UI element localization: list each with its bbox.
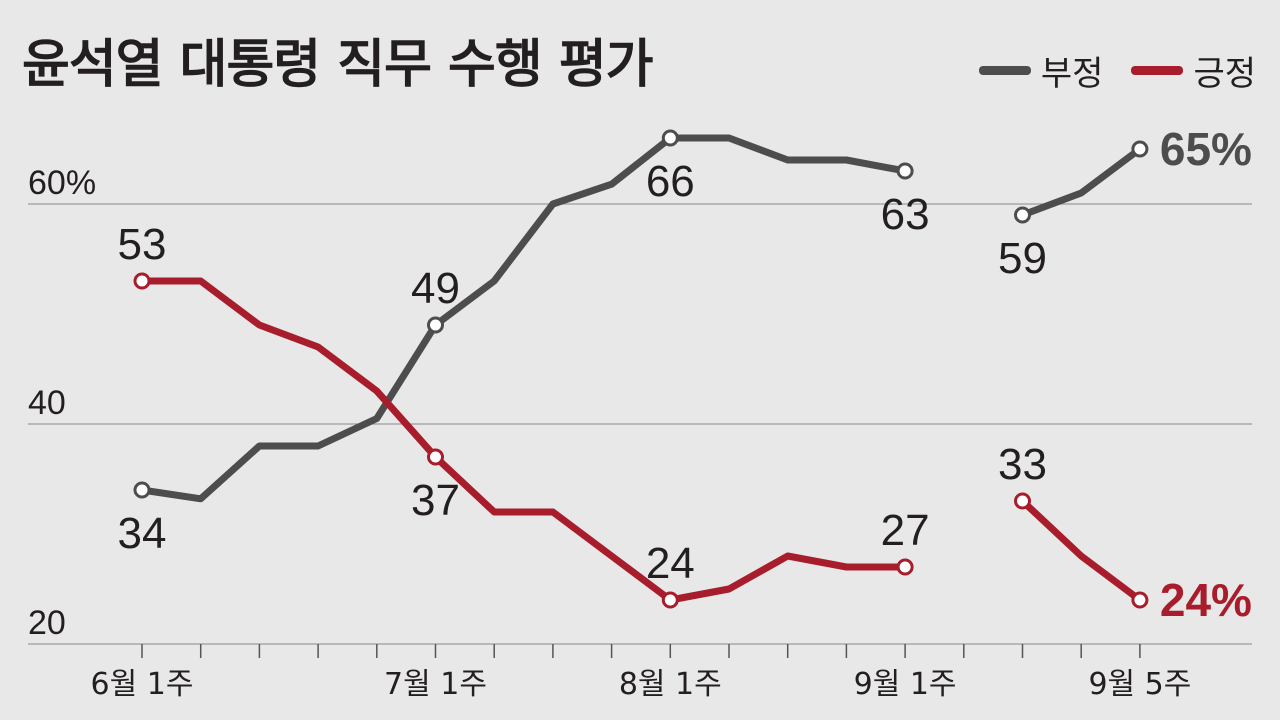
data-point-negative — [427, 316, 444, 334]
data-label-negative: 49 — [411, 264, 460, 313]
y-tick-label: 40 — [28, 384, 66, 422]
data-point-negative — [1131, 140, 1149, 158]
x-tick-label: 6월 1주 — [91, 667, 194, 702]
legend-swatch-positive — [1131, 66, 1184, 75]
data-point-positive — [427, 448, 444, 466]
data-label-positive: 24% — [1160, 574, 1252, 626]
legend-item-positive: 긍정 — [1131, 46, 1256, 95]
series-line-positive — [1019, 497, 1144, 604]
data-label-positive: 37 — [411, 476, 460, 525]
y-tick-label: 20 — [28, 604, 66, 642]
data-label-negative: 63 — [881, 190, 930, 239]
data-point-positive — [661, 591, 679, 609]
data-label-positive: 33 — [998, 440, 1047, 489]
x-tick-label: 8월 1주 — [619, 667, 722, 702]
series-line-negative — [138, 134, 909, 503]
x-tick-label: 7월 1주 — [384, 667, 487, 702]
data-point-positive — [1014, 492, 1031, 510]
y-tick-label: 60% — [28, 164, 96, 202]
data-label-positive: 27 — [881, 506, 930, 555]
data-label-positive: 53 — [118, 220, 167, 269]
legend-item-negative: 부정 — [978, 46, 1104, 95]
series-line-negative — [1019, 145, 1144, 219]
series-line-positive — [138, 277, 909, 604]
data-label-negative: 59 — [998, 234, 1047, 283]
x-tick-label: 9월 5주 — [1088, 667, 1191, 702]
data-point-positive — [896, 558, 914, 576]
data-point-negative — [133, 481, 151, 499]
data-point-positive — [133, 272, 151, 290]
data-label-negative: 34 — [118, 509, 167, 558]
legend-label-negative: 부정 — [1040, 54, 1104, 94]
data-label-negative: 66 — [646, 157, 695, 206]
legend-swatch-negative — [978, 66, 1031, 75]
data-label-negative: 65% — [1160, 123, 1252, 175]
data-point-negative — [1014, 206, 1031, 224]
data-point-positive — [1131, 591, 1149, 609]
data-point-negative — [661, 129, 679, 147]
legend-label-positive: 긍정 — [1193, 54, 1256, 94]
data-label-positive: 24 — [646, 539, 695, 588]
x-tick-label: 9월 1주 — [854, 667, 957, 702]
data-point-negative — [896, 162, 914, 180]
legend: 부정 긍정 — [951, 46, 1256, 95]
chart-title: 윤석열 대통령 직무 수행 평가 — [22, 35, 653, 95]
